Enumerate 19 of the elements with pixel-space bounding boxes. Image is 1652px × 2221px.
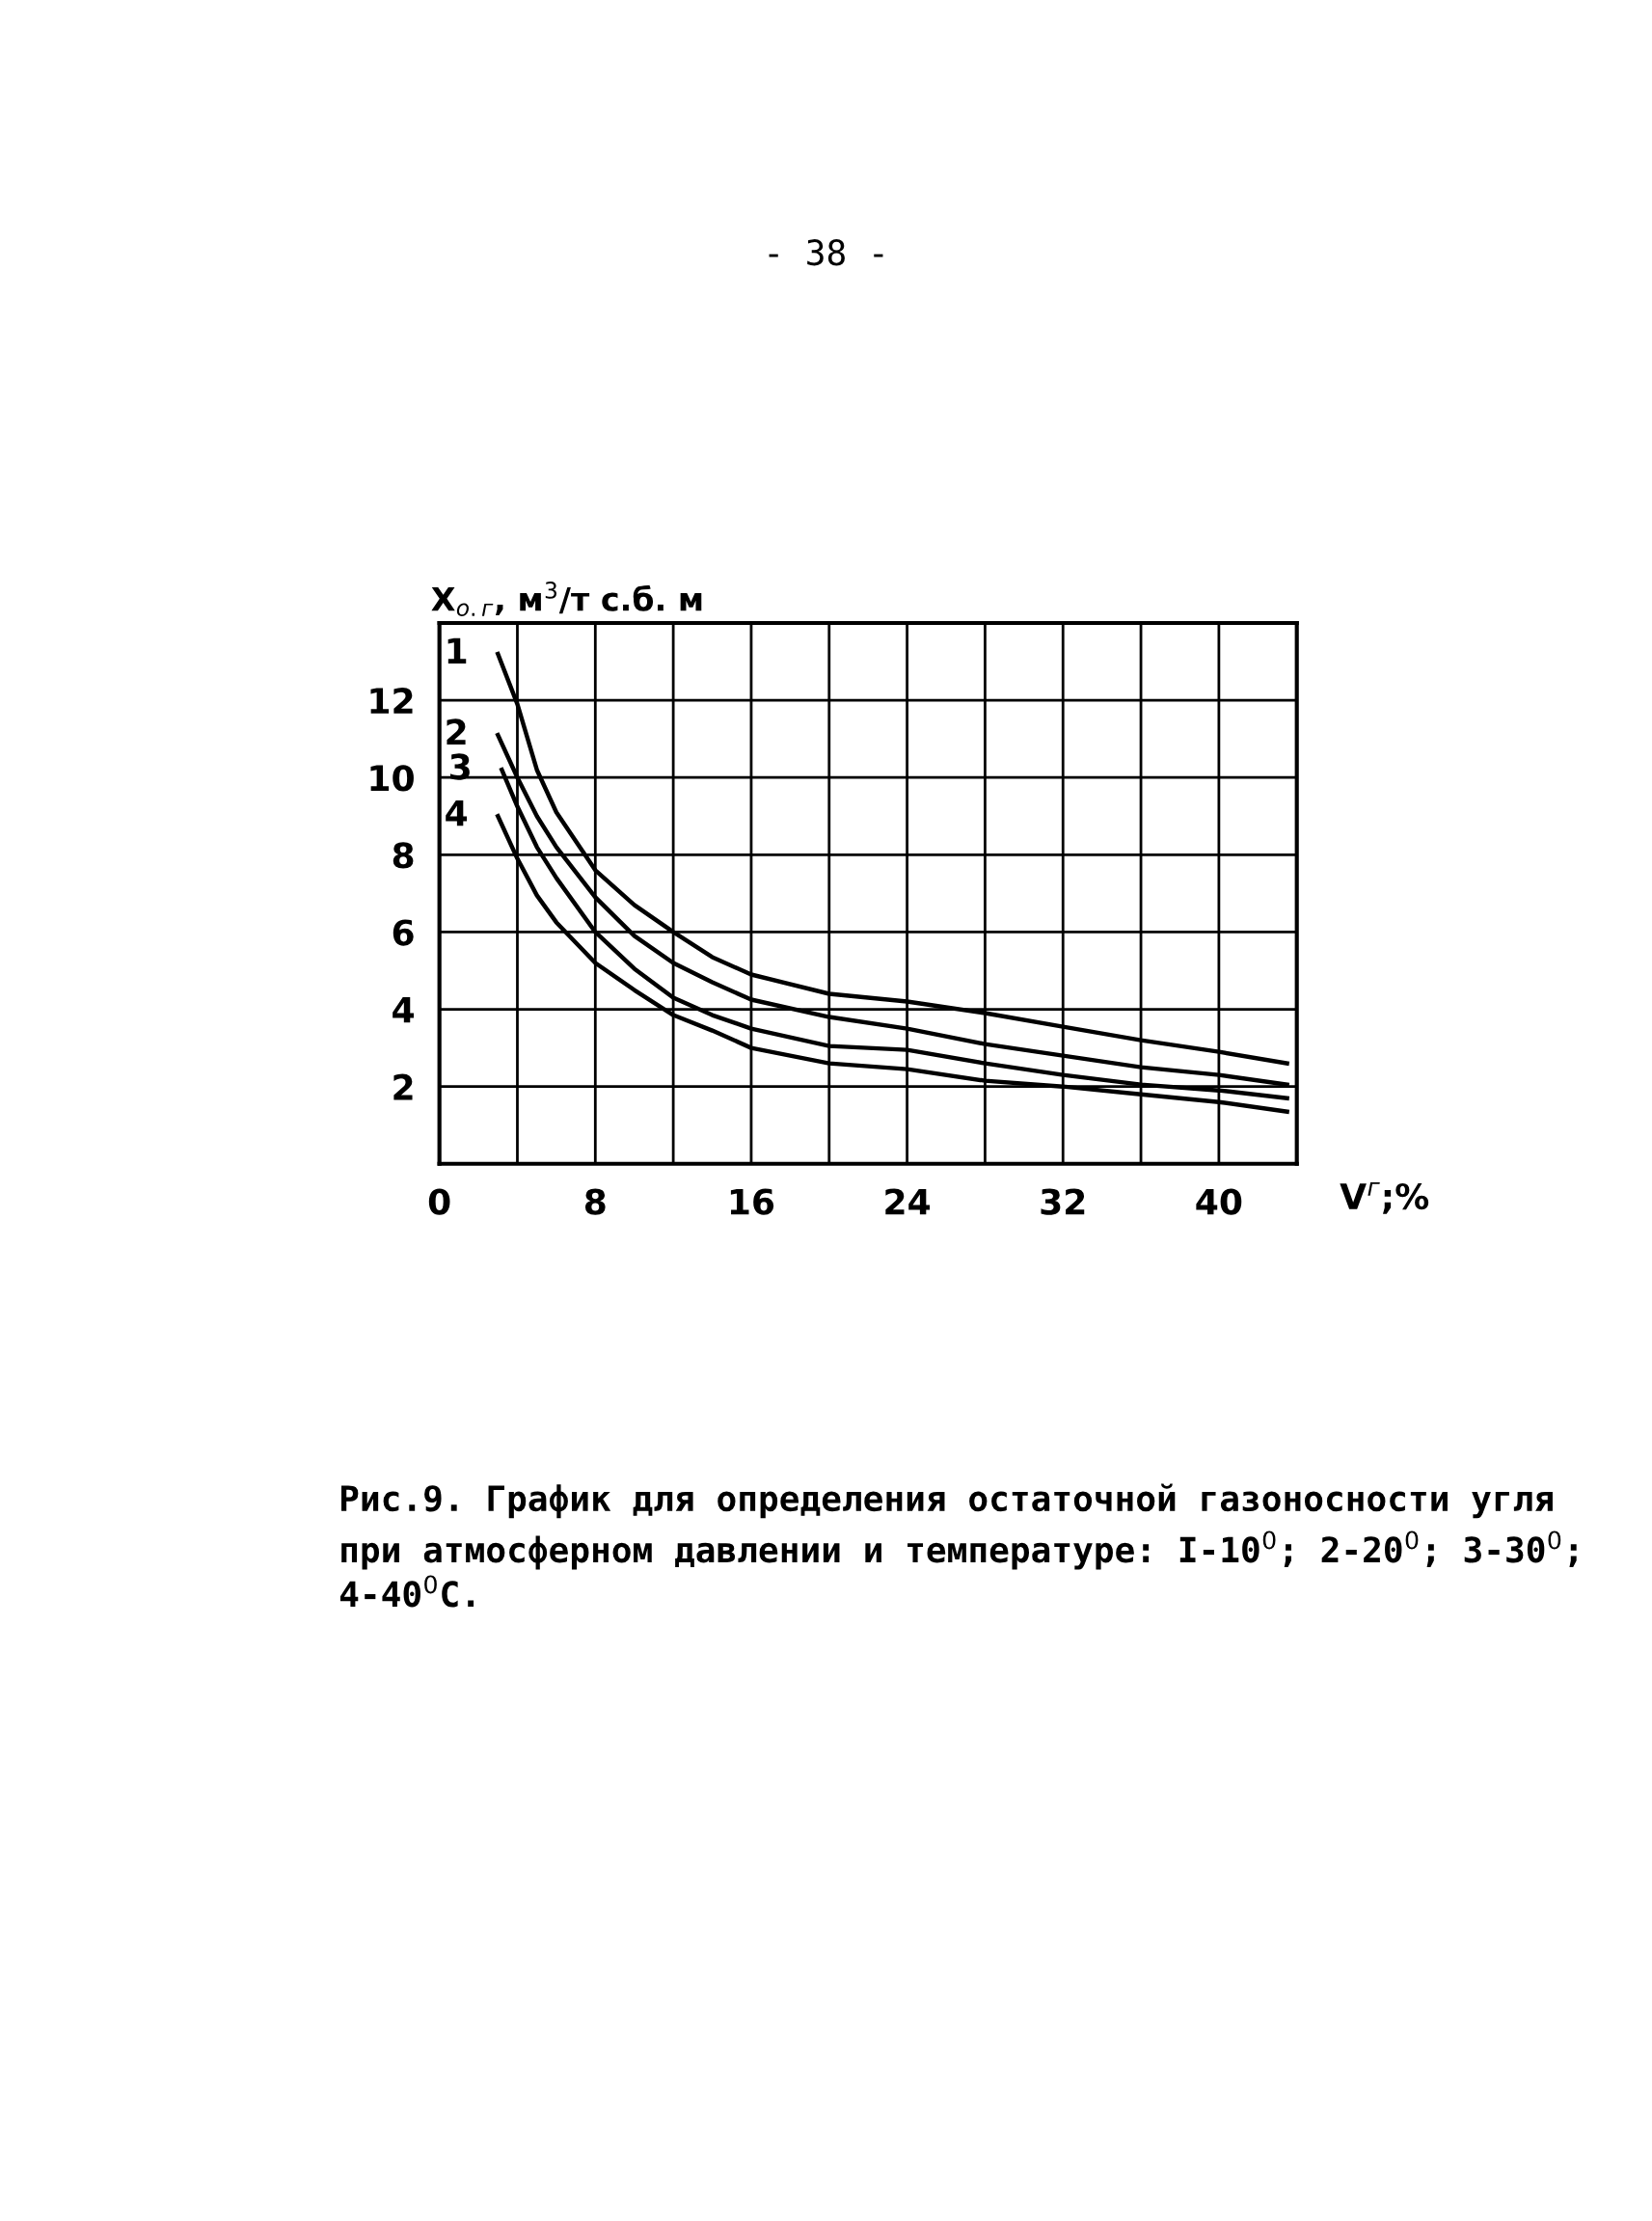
x-tick-label: 40 [1196,1188,1242,1215]
y-tick-label: 6 [393,919,414,946]
x-tick-label: 8 [584,1188,606,1215]
y-tick-label: 8 [393,842,414,869]
y-tick-label: 4 [393,996,414,1023]
text: - 38 - [769,239,883,266]
series-label: 1 [447,637,467,664]
x-tick-label: 16 [730,1188,774,1215]
x-axis-title: V$^{г}$;% [1340,1182,1429,1214]
x-tick-label: 32 [1041,1188,1085,1215]
x-tick-label: 0 [428,1188,450,1215]
series-label: 4 [446,799,468,826]
x-tick-label: 24 [885,1188,931,1215]
text: Рис.9. График для определения остаточной газоносности угля при атмосферном давлении и температуре: I-10$^{0}$; 2-20$^{0}$; 3-30$^{0}$; 4-40$^{0}$С. [339,1483,1577,1608]
y-tick-label: 10 [370,765,414,792]
y-tick-label: 2 [393,1073,413,1100]
y-axis-title: X$_{о.г}$, м$^{3}$/т с.б. м [431,582,702,616]
y-tick-label: 12 [370,688,413,714]
series-label: 2 [447,718,466,745]
